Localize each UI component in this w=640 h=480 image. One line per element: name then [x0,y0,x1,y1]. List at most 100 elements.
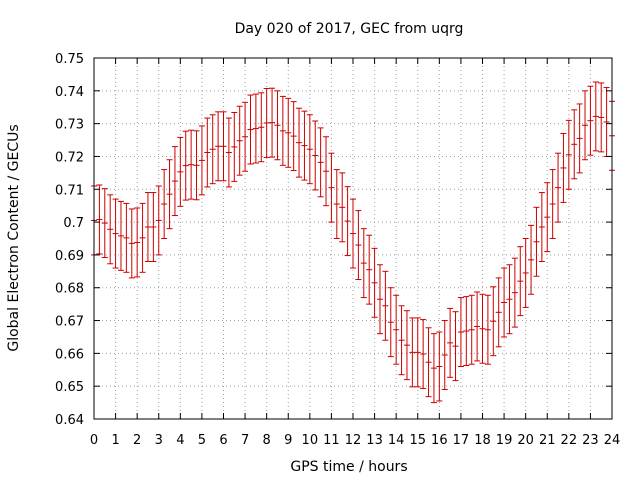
data-point [188,129,195,200]
data-point [463,296,470,367]
data-point [430,333,437,404]
data-point [506,264,513,335]
x-tick-label: 16 [431,433,448,448]
data-point [576,103,583,174]
y-tick-label: 0.74 [55,85,84,100]
data-point [161,169,168,239]
data-point [403,310,410,381]
x-tick-labels: 0 1 2 3 4 5 6 7 8 9 10 11 12 13 14 15 16 17 18 19 20 21 22 23 24 [90,433,620,448]
data-point [182,130,189,201]
data-point [155,185,162,256]
y-tick-label: 0.72 [55,150,84,165]
data-point [296,107,303,178]
x-tick-label: 9 [284,433,292,448]
data-point [598,82,605,153]
data-point [565,119,572,190]
data-point [484,294,491,365]
x-tick-label: 18 [474,433,491,448]
data-point [533,206,540,277]
x-tick-label: 11 [323,433,340,448]
data-point [312,120,319,191]
x-axis-label: GPS time / hours [290,459,407,475]
data-point [139,202,146,273]
data-point [571,109,578,180]
data-point [490,286,497,357]
y-tick-label: 0.66 [55,347,84,362]
data-point [323,136,330,207]
x-tick-label: 14 [388,433,405,448]
data-point [236,105,243,176]
data-point [495,277,502,348]
data-point [587,85,594,156]
data-point [247,94,254,165]
data-point [306,114,313,185]
data-point [274,90,281,161]
data-point [344,186,351,257]
data-point [96,184,103,255]
y-tick-label: 0.7 [63,216,84,231]
data-point [198,125,205,196]
data-point [382,270,389,341]
x-tick-label: 13 [366,433,383,448]
data-point [112,198,119,269]
y-tick-label: 0.67 [55,315,84,330]
data-point [128,208,135,279]
x-tick-label: 12 [345,433,362,448]
data-point [468,294,475,365]
data-point [263,88,270,158]
data-point [350,198,356,269]
y-axis-label: Global Electron Content / GECUs [6,124,22,351]
data-point [225,117,232,188]
data-point [474,291,481,362]
data-point [387,287,394,358]
data-point [582,90,589,161]
y-tick-label: 0.71 [55,183,84,198]
data-point [538,192,545,262]
x-tick-label: 24 [604,433,621,448]
data-point [409,317,416,388]
data-point [317,127,324,198]
x-tick-label: 20 [517,433,534,448]
data-point [220,111,227,182]
data-point [549,169,556,239]
data-point [290,101,297,172]
data-point [269,87,276,158]
data-point [436,331,443,402]
data-point [544,182,551,253]
x-tick-label: 8 [263,433,271,448]
data-point [592,81,599,152]
x-tick-label: 5 [198,433,206,448]
y-tick-labels: 0.64 0.65 0.66 0.67 0.68 0.69 0.7 0.71 0.72 0.73 0… [55,52,84,428]
x-tick-label: 2 [133,433,141,448]
data-point [441,320,448,390]
data-point [414,317,421,388]
data-point [376,264,383,335]
data-point [285,97,292,168]
data-point [457,297,464,367]
data-point [209,114,216,185]
data-point [231,111,238,182]
data-point [279,95,286,166]
data-point [107,194,114,265]
x-tick-label: 1 [111,433,119,448]
data-point [301,110,308,181]
data-point [134,207,141,278]
data-point [511,257,518,328]
y-tick-label: 0.69 [55,249,84,264]
data-point [339,172,346,243]
data-point [171,146,178,217]
axis-ticks [93,57,613,420]
x-tick-label: 15 [409,433,426,448]
data-point [204,117,211,188]
data-point [555,152,562,223]
data-point [366,234,373,305]
data-point [258,92,265,163]
data-point [333,169,340,239]
x-tick-label: 0 [90,433,98,448]
data-point [117,200,124,271]
data-point [398,305,405,376]
data-point [193,130,200,201]
data-point [166,159,173,230]
